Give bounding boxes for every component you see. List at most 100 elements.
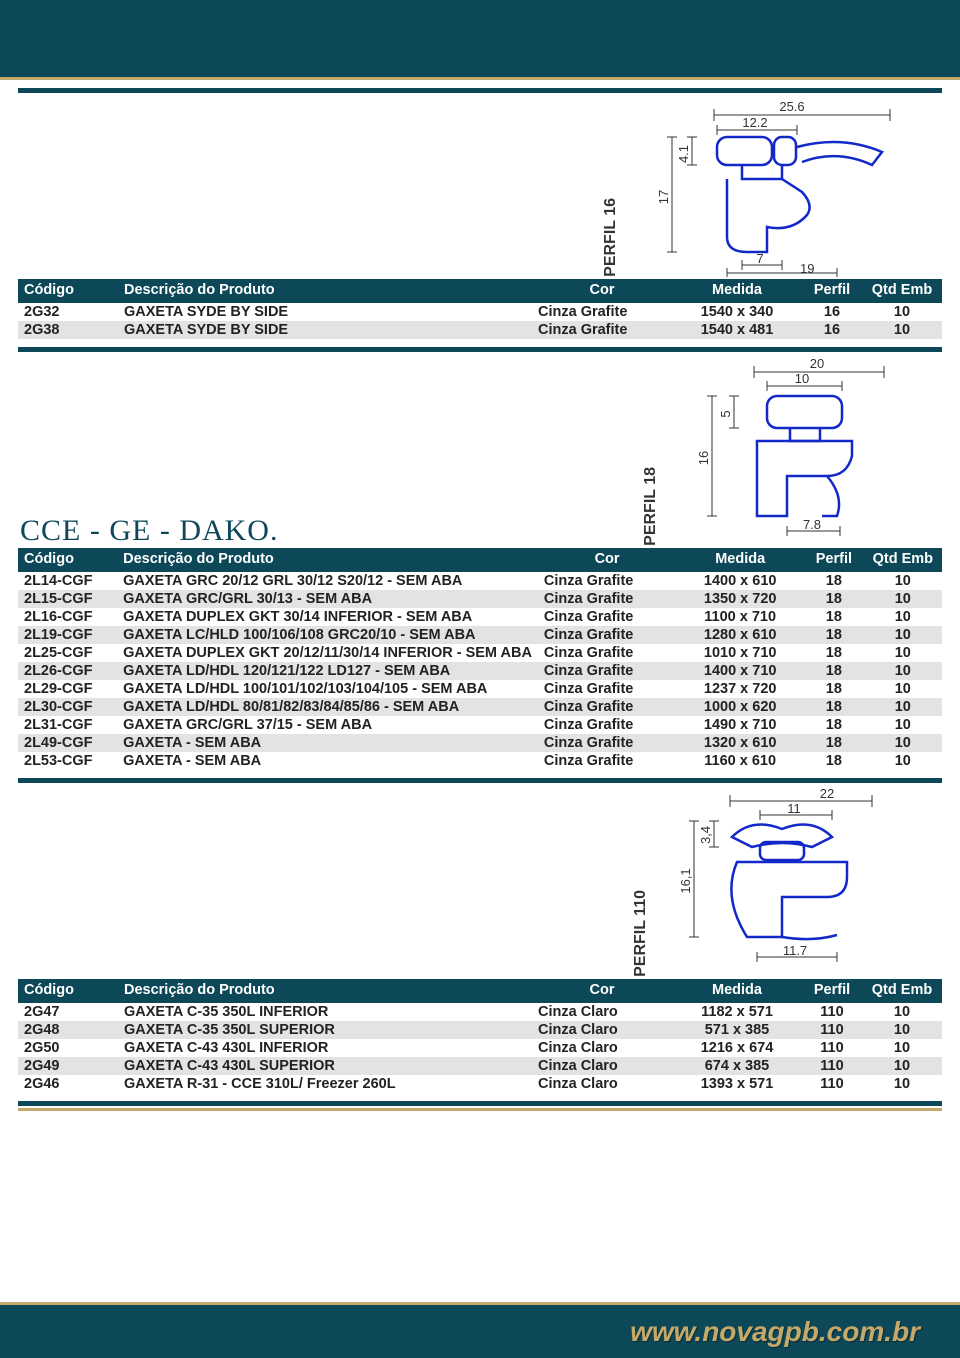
table-cell: 1490 x 710 [676, 716, 804, 734]
th-qtd: Qtd Emb [864, 548, 942, 571]
table-cell: GAXETA R-31 - CCE 310L/ Freezer 260L [118, 1075, 532, 1093]
table-cell: 10 [864, 662, 942, 680]
svg-text:10: 10 [795, 371, 809, 386]
table-cell: Cinza Grafite [532, 302, 672, 321]
table-cell: 16 [802, 321, 862, 339]
table-cell: GAXETA C-35 350L INFERIOR [118, 1002, 532, 1021]
table-cell: Cinza Claro [532, 1021, 672, 1039]
table-cell: Cinza Grafite [538, 626, 676, 644]
perfil-18-svg: 20 10 5 16 7.8 [672, 356, 902, 546]
th-cor: Cor [532, 279, 672, 302]
table-cell: 10 [864, 644, 942, 662]
table-cell: 2G48 [18, 1021, 118, 1039]
table-cell: 2L53-CGF [18, 752, 117, 770]
svg-text:7.8: 7.8 [803, 517, 821, 532]
table-row: 2G48GAXETA C-35 350L SUPERIORCinza Claro… [18, 1021, 942, 1039]
svg-text:7: 7 [756, 251, 763, 266]
table-cell: GAXETA LD/HDL 120/121/122 LD127 - SEM AB… [117, 662, 538, 680]
table-perfil-110: Código Descrição do Produto Cor Medida P… [18, 979, 942, 1093]
table-cell: 10 [864, 752, 942, 770]
table-cell: Cinza Claro [532, 1057, 672, 1075]
th-descricao: Descrição do Produto [117, 548, 538, 571]
svg-text:5: 5 [718, 410, 733, 417]
table-cell: 2L16-CGF [18, 608, 117, 626]
table-cell: GAXETA DUPLEX GKT 20/12/11/30/14 INFERIO… [117, 644, 538, 662]
table-cell: GAXETA LD/HDL 80/81/82/83/84/85/86 - SEM… [117, 698, 538, 716]
table-cell: 1237 x 720 [676, 680, 804, 698]
table-cell: Cinza Claro [532, 1075, 672, 1093]
table-cell: 1540 x 481 [672, 321, 802, 339]
table-row: 2G32GAXETA SYDE BY SIDECinza Grafite1540… [18, 302, 942, 321]
diagram-perfil-18: PERFIL 18 20 10 5 [642, 352, 942, 548]
table-cell: 10 [864, 608, 942, 626]
table-cell: 2L15-CGF [18, 590, 117, 608]
svg-text:20: 20 [810, 356, 824, 371]
svg-text:3,4: 3,4 [698, 826, 713, 844]
table-cell: 16 [802, 302, 862, 321]
table-row: 2L30-CGFGAXETA LD/HDL 80/81/82/83/84/85/… [18, 698, 942, 716]
th-codigo: Código [18, 548, 117, 571]
table-cell: 2L19-CGF [18, 626, 117, 644]
table-cell: 10 [864, 734, 942, 752]
table-perfil-18: Código Descrição do Produto Cor Medida P… [18, 548, 942, 770]
table-row: 2L16-CGFGAXETA DUPLEX GKT 30/14 INFERIOR… [18, 608, 942, 626]
table-cell: 1540 x 340 [672, 302, 802, 321]
table-cell: Cinza Claro [532, 1039, 672, 1057]
th-qtd: Qtd Emb [862, 979, 942, 1002]
table-cell: GAXETA SYDE BY SIDE [118, 321, 532, 339]
table-cell: 18 [804, 698, 863, 716]
table-cell: 18 [804, 716, 863, 734]
table-cell: 10 [862, 1021, 942, 1039]
table-cell: 18 [804, 752, 863, 770]
table-cell: 1182 x 571 [672, 1002, 802, 1021]
table-cell: Cinza Grafite [538, 752, 676, 770]
th-descricao: Descrição do Produto [118, 979, 532, 1002]
table-cell: GAXETA SYDE BY SIDE [118, 302, 532, 321]
svg-text:25.6: 25.6 [779, 99, 804, 114]
table-cell: Cinza Grafite [538, 680, 676, 698]
svg-text:19: 19 [800, 261, 814, 276]
table-cell: 2G32 [18, 302, 118, 321]
table-cell: Cinza Grafite [538, 662, 676, 680]
table-row: 2L31-CGFGAXETA GRC/GRL 37/15 - SEM ABACi… [18, 716, 942, 734]
table-row: 2L53-CGFGAXETA - SEM ABACinza Grafite116… [18, 752, 942, 770]
table-cell: 2G47 [18, 1002, 118, 1021]
table-cell: 571 x 385 [672, 1021, 802, 1039]
table-cell: 110 [802, 1075, 862, 1093]
table-cell: 1160 x 610 [676, 752, 804, 770]
table-cell: 2G38 [18, 321, 118, 339]
table-cell: Cinza Grafite [532, 321, 672, 339]
perfil-110-label: PERFIL 110 [632, 890, 650, 977]
table-row: 2G50GAXETA C-43 430L INFERIORCinza Claro… [18, 1039, 942, 1057]
table-cell: 18 [804, 662, 863, 680]
table-row: 2L19-CGFGAXETA LC/HLD 100/106/108 GRC20/… [18, 626, 942, 644]
table-row: 2G47GAXETA C-35 350L INFERIORCinza Claro… [18, 1002, 942, 1021]
table-cell: GAXETA GRC/GRL 37/15 - SEM ABA [117, 716, 538, 734]
table-cell: 110 [802, 1002, 862, 1021]
svg-text:4.1: 4.1 [676, 145, 691, 163]
table-cell: 18 [804, 590, 863, 608]
table-cell: GAXETA - SEM ABA [117, 734, 538, 752]
table-cell: 1216 x 674 [672, 1039, 802, 1057]
table-cell: 1280 x 610 [676, 626, 804, 644]
table-cell: 1400 x 610 [676, 571, 804, 590]
table-header-row: Código Descrição do Produto Cor Medida P… [18, 548, 942, 571]
table-cell: 18 [804, 644, 863, 662]
th-descricao: Descrição do Produto [118, 279, 532, 302]
table-cell: GAXETA LD/HDL 100/101/102/103/104/105 - … [117, 680, 538, 698]
table-row: 2L25-CGFGAXETA DUPLEX GKT 20/12/11/30/14… [18, 644, 942, 662]
svg-text:16,1: 16,1 [678, 868, 693, 893]
table-row: 2L29-CGFGAXETA LD/HDL 100/101/102/103/10… [18, 680, 942, 698]
table-row: 2L15-CGFGAXETA GRC/GRL 30/13 - SEM ABACi… [18, 590, 942, 608]
table-cell: 10 [862, 321, 942, 339]
svg-text:11.7: 11.7 [783, 943, 807, 958]
table-cell: GAXETA GRC/GRL 30/13 - SEM ABA [117, 590, 538, 608]
table-cell: GAXETA C-43 430L SUPERIOR [118, 1057, 532, 1075]
diagram-perfil-110: PERFIL 110 22 11 3,4 16,1 [18, 783, 942, 979]
table-cell: 110 [802, 1057, 862, 1075]
svg-text:11: 11 [787, 801, 801, 816]
table-cell: GAXETA C-43 430L INFERIOR [118, 1039, 532, 1057]
table-cell: 18 [804, 626, 863, 644]
th-codigo: Código [18, 979, 118, 1002]
table-cell: 10 [862, 1075, 942, 1093]
